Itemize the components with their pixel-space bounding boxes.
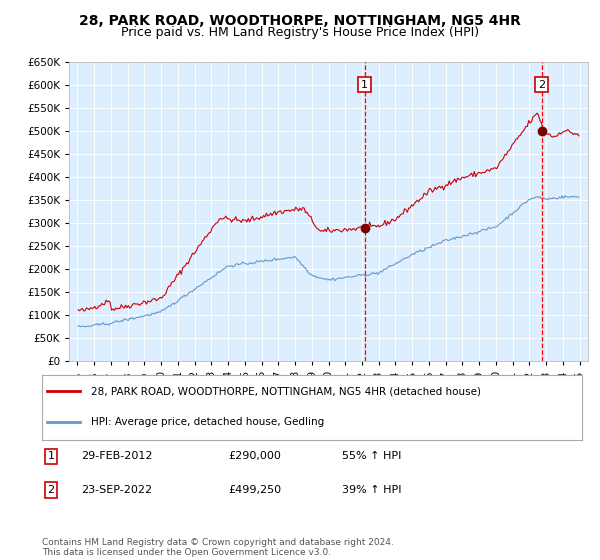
Text: 1: 1 [47,451,55,461]
Text: 1: 1 [361,80,368,90]
Text: 28, PARK ROAD, WOODTHORPE, NOTTINGHAM, NG5 4HR (detached house): 28, PARK ROAD, WOODTHORPE, NOTTINGHAM, N… [91,386,481,396]
Text: Contains HM Land Registry data © Crown copyright and database right 2024.
This d: Contains HM Land Registry data © Crown c… [42,538,394,557]
Text: £499,250: £499,250 [228,485,281,495]
Text: £290,000: £290,000 [228,451,281,461]
Text: 23-SEP-2022: 23-SEP-2022 [81,485,152,495]
Text: 2: 2 [47,485,55,495]
Text: 55% ↑ HPI: 55% ↑ HPI [342,451,401,461]
Text: HPI: Average price, detached house, Gedling: HPI: Average price, detached house, Gedl… [91,417,324,427]
Text: 28, PARK ROAD, WOODTHORPE, NOTTINGHAM, NG5 4HR: 28, PARK ROAD, WOODTHORPE, NOTTINGHAM, N… [79,14,521,28]
Text: 29-FEB-2012: 29-FEB-2012 [81,451,152,461]
Text: 2: 2 [538,80,545,90]
Text: 39% ↑ HPI: 39% ↑ HPI [342,485,401,495]
Text: Price paid vs. HM Land Registry's House Price Index (HPI): Price paid vs. HM Land Registry's House … [121,26,479,39]
